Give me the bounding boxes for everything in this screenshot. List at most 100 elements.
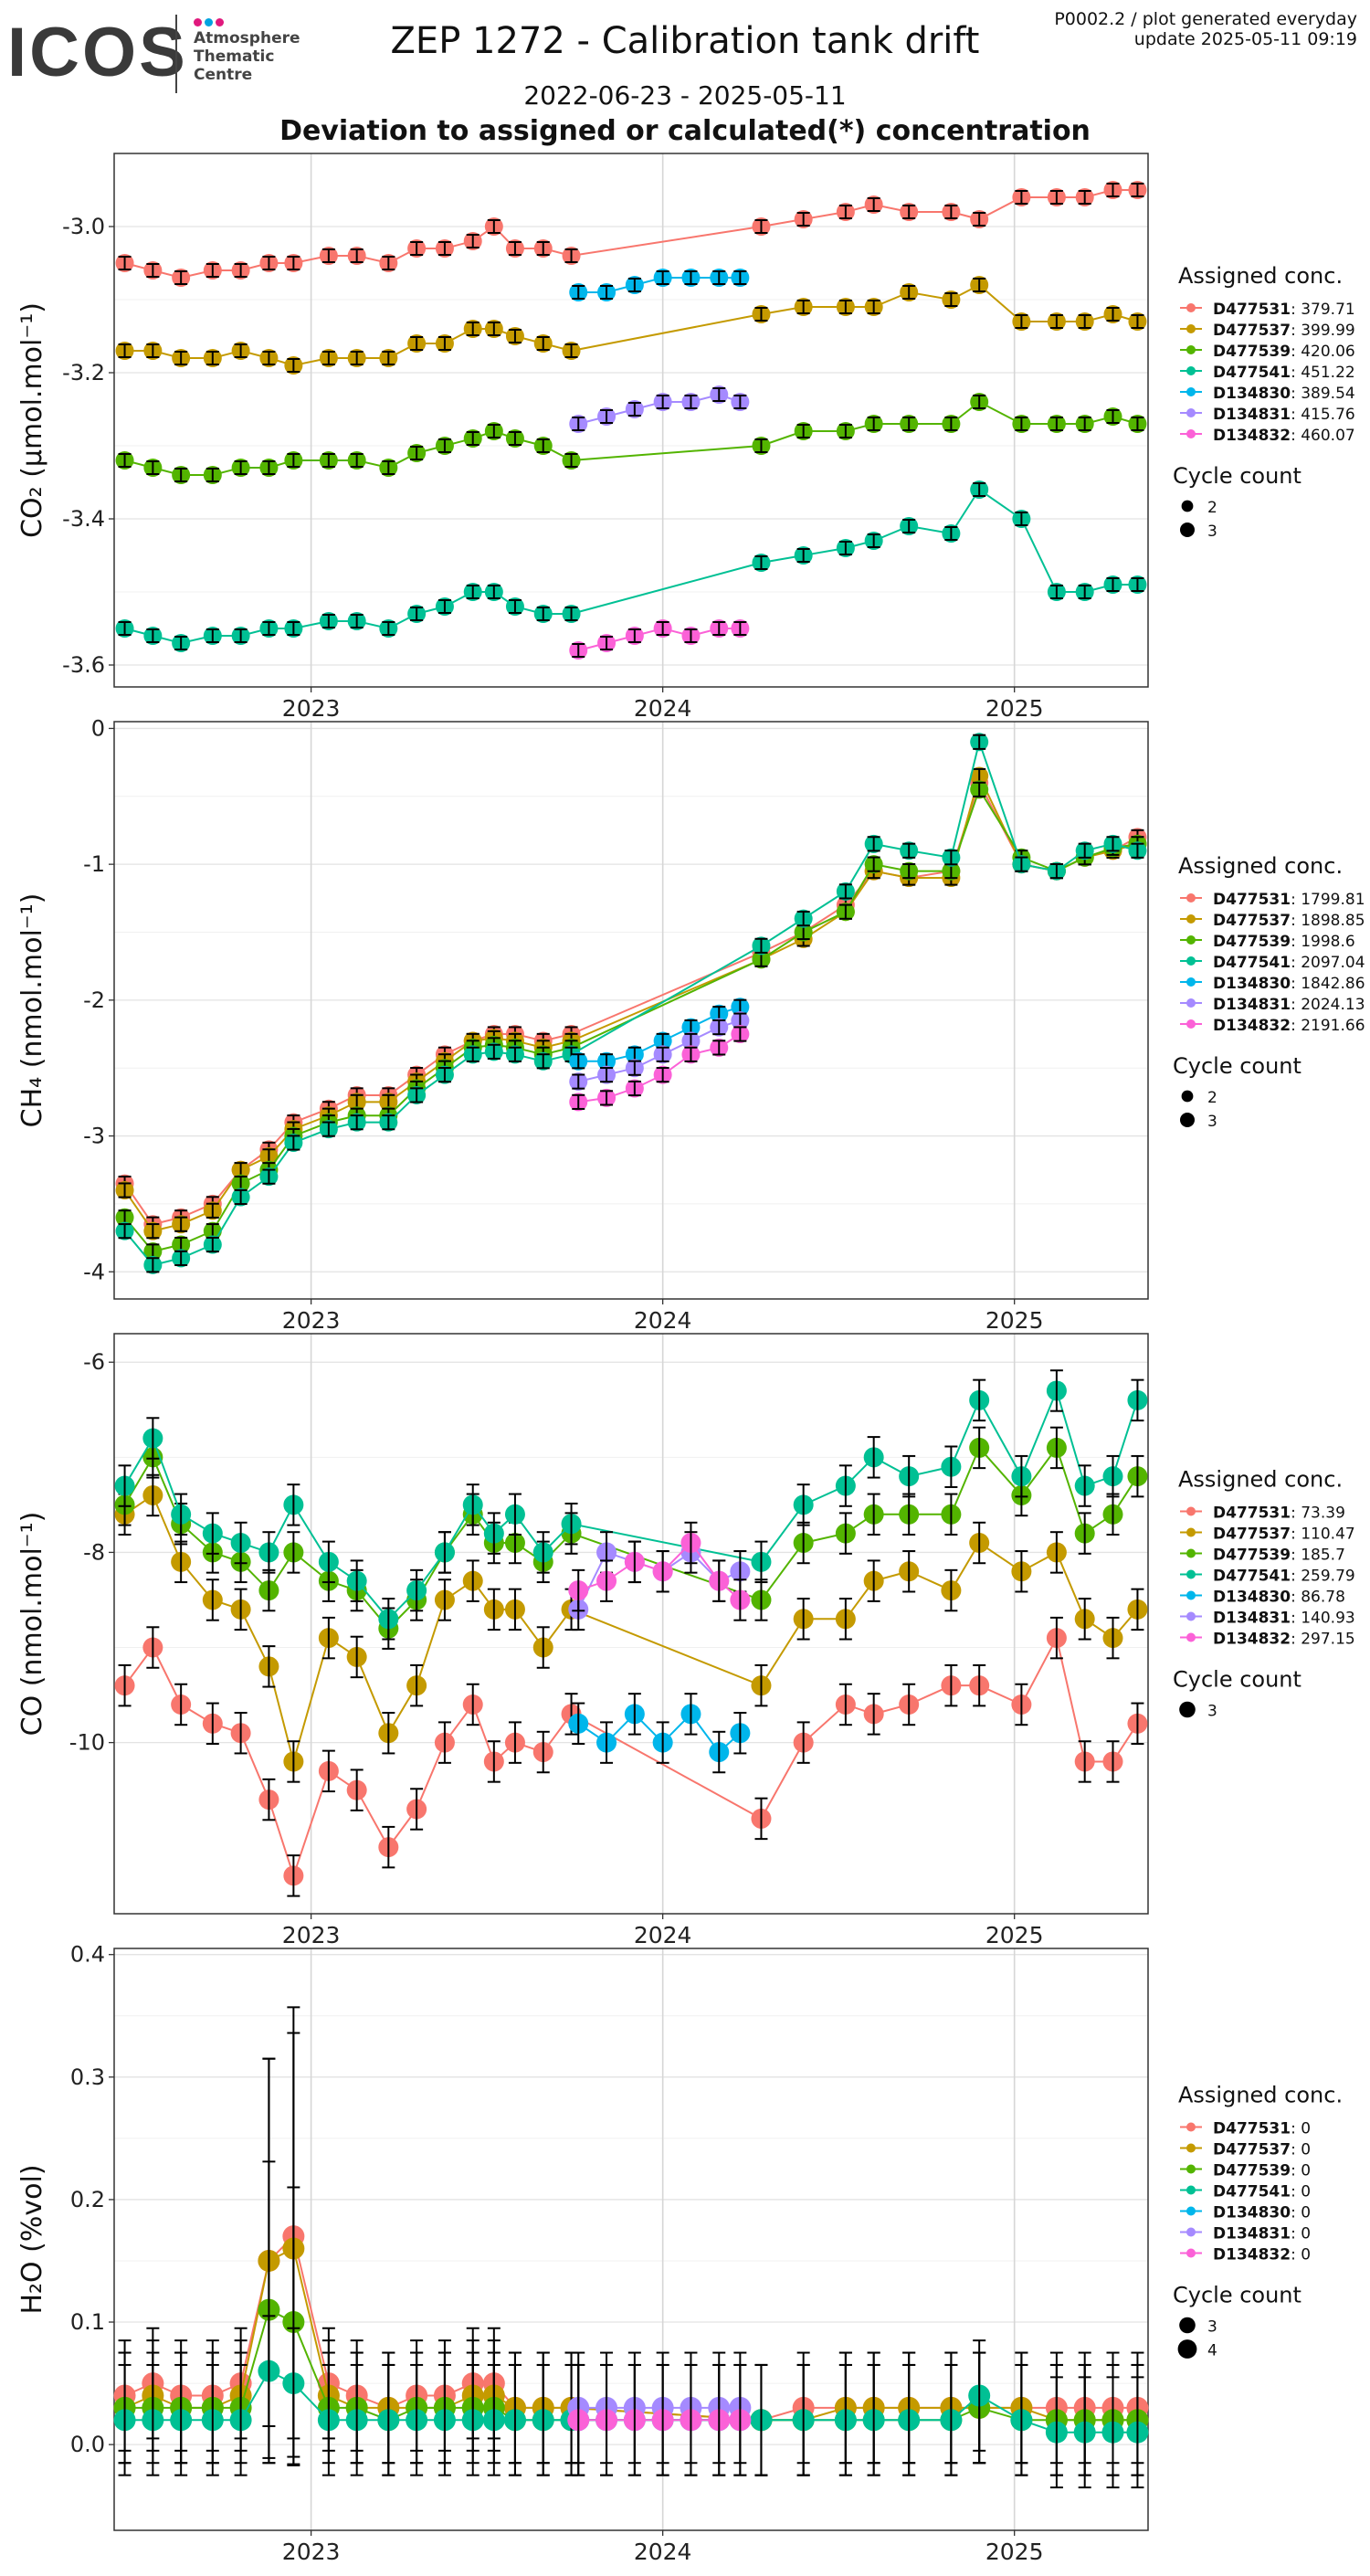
- legend-entry-name: D134832: [1213, 1017, 1291, 1035]
- logo-dot: [194, 18, 202, 26]
- legend-entry-value: : 140.93: [1291, 1610, 1355, 1628]
- legend-key-point: [1186, 366, 1196, 375]
- legend-entry-name: D134830: [1213, 385, 1291, 403]
- icos-logo: ICOS: [7, 14, 188, 91]
- legend-entry-value: : 73.39: [1291, 1504, 1345, 1523]
- legend-title: Assigned conc.: [1178, 2083, 1343, 2108]
- series-D134831: [569, 385, 750, 433]
- logo-subtitle-line: Atmosphere: [194, 29, 300, 48]
- size-legend-key: [1179, 2317, 1196, 2334]
- size-legend-label: 4: [1207, 2342, 1217, 2360]
- legend-title: Assigned conc.: [1178, 263, 1343, 289]
- series-D477541: [115, 733, 1147, 1274]
- logo-subtitle-line: Thematic: [194, 48, 275, 66]
- legend-key-point: [1186, 387, 1196, 396]
- legend-key-point: [1186, 324, 1196, 333]
- legend-entry: D477541: 259.79: [1213, 1568, 1355, 1586]
- series-D134832: [568, 1521, 751, 1621]
- legend-entry: D477531: 1799.81: [1213, 891, 1365, 909]
- legend-entry-name: D134832: [1213, 427, 1291, 445]
- series-D477531: [115, 181, 1147, 287]
- y-tick-label: -2: [83, 987, 105, 1013]
- panel-1: -3.6 -3.4 -3.2 -3.0 2023 2024 2025 CO₂ (µmol.mo…: [16, 153, 1355, 722]
- legend-entry: D477531: 73.39: [1213, 1504, 1345, 1523]
- legend-entry-value: : 185.7: [1291, 1547, 1345, 1565]
- y-axis-label: CO (nmol.mol⁻¹): [16, 1512, 48, 1737]
- legend-entry: D477541: 451.22: [1213, 364, 1355, 382]
- series-D134831: [569, 1011, 750, 1092]
- legend-key-point: [1186, 1611, 1196, 1621]
- panel-4: 0.0 0.1 0.2 0.3 0.4 2023 2024 2025 H₂O (%vol) Ass…: [16, 1942, 1343, 2565]
- legend-entry-value: : 420.06: [1291, 343, 1355, 361]
- y-tick-label: -6: [83, 1349, 105, 1375]
- series-D134830: [568, 1693, 751, 1774]
- legend-entry-name: D134831: [1213, 2225, 1291, 2243]
- legend-key-point: [1186, 956, 1196, 966]
- size-legend-label: 3: [1207, 1703, 1217, 1721]
- legend-key-point: [1186, 1569, 1196, 1579]
- legend-entry-name: D477539: [1213, 343, 1291, 361]
- date-range: 2022-06-23 - 2025-05-11: [523, 80, 847, 111]
- x-tick-label: 2024: [634, 695, 692, 722]
- legend-key-point: [1186, 303, 1196, 312]
- legend-title: Assigned conc.: [1178, 1467, 1343, 1493]
- logo-subtitle-line: Centre: [194, 66, 253, 84]
- x-tick-label: 2025: [985, 1922, 1044, 1948]
- legend-entry-name: D477539: [1213, 2162, 1291, 2180]
- size-legend-title: Cycle count: [1173, 1667, 1302, 1693]
- y-tick-label: -3: [83, 1124, 105, 1149]
- legend-key-point: [1186, 1632, 1196, 1642]
- legend-entry-value: : 2191.66: [1291, 1017, 1365, 1035]
- legend-entry-name: D477537: [1213, 912, 1291, 930]
- series-D134830: [569, 269, 750, 301]
- y-tick-label: 0.4: [70, 1942, 105, 1968]
- legend-key-point: [1186, 2206, 1196, 2216]
- legend-entry-name: D134832: [1213, 1631, 1291, 1649]
- size-legend-key: [1181, 1090, 1194, 1103]
- legend-entry: D134831: 415.76: [1213, 406, 1355, 424]
- legend-entry: D477539: 185.7: [1213, 1547, 1345, 1565]
- legend-entry-name: D134830: [1213, 1589, 1291, 1607]
- legend-key-point: [1186, 1590, 1196, 1600]
- legend-entry: D477531: 379.71: [1213, 301, 1355, 319]
- legend-entry-value: : 297.15: [1291, 1631, 1355, 1649]
- legend-entry-name: D134831: [1213, 406, 1291, 424]
- legend-entry-value: : 0: [1291, 2225, 1311, 2243]
- y-axis-label: CO₂ (µmol.mol⁻¹): [16, 302, 48, 538]
- size-legend-key: [1180, 1113, 1195, 1127]
- size-legend-label: 3: [1207, 2318, 1217, 2337]
- y-tick-label: -3.4: [62, 506, 105, 532]
- legend-entry: D477531: 0: [1213, 2120, 1311, 2138]
- size-legend-label: 2: [1207, 1089, 1217, 1107]
- size-legend-label: 3: [1207, 523, 1217, 541]
- legend-key-point: [1186, 977, 1196, 987]
- legend-key-point: [1186, 2122, 1196, 2132]
- legend-entry-name: D477541: [1213, 364, 1291, 382]
- series-D134832: [569, 1025, 750, 1112]
- size-legend-title: Cycle count: [1173, 2283, 1302, 2308]
- y-tick-label: 0.0: [70, 2432, 105, 2457]
- size-legend-label: 2: [1207, 499, 1217, 517]
- y-tick-label: 0.2: [70, 2187, 105, 2212]
- legend-entry-name: D477531: [1213, 1504, 1291, 1523]
- x-tick-label: 2023: [282, 1307, 341, 1334]
- legend-entry-value: : 399.99: [1291, 322, 1355, 340]
- plot-area: [114, 722, 1148, 1299]
- series-D134832: [567, 2363, 752, 2476]
- legend-entry-name: D477541: [1213, 954, 1291, 972]
- legend-entry-value: : 389.54: [1291, 385, 1355, 403]
- generation-info: P0002.2 / plot generated everyday update…: [1054, 9, 1357, 49]
- logo-dot: [205, 18, 213, 26]
- legend-entry: D134830: 389.54: [1213, 385, 1355, 403]
- legend-key-point: [1186, 2248, 1196, 2258]
- legend-entry-value: : 451.22: [1291, 364, 1355, 382]
- legend-entry-value: : 2097.04: [1291, 954, 1365, 972]
- legend-entry-value: : 0: [1291, 2120, 1311, 2138]
- legend-key-point: [1186, 1527, 1196, 1537]
- page-title: ZEP 1272 - Calibration tank drift: [390, 20, 980, 62]
- legend-entry: D134832: 0: [1213, 2246, 1311, 2265]
- legend-title: Assigned conc.: [1178, 853, 1343, 879]
- legend-entry-name: D477541: [1213, 2183, 1291, 2201]
- chart-subtitle: Deviation to assigned or calculated(*) c…: [279, 115, 1091, 147]
